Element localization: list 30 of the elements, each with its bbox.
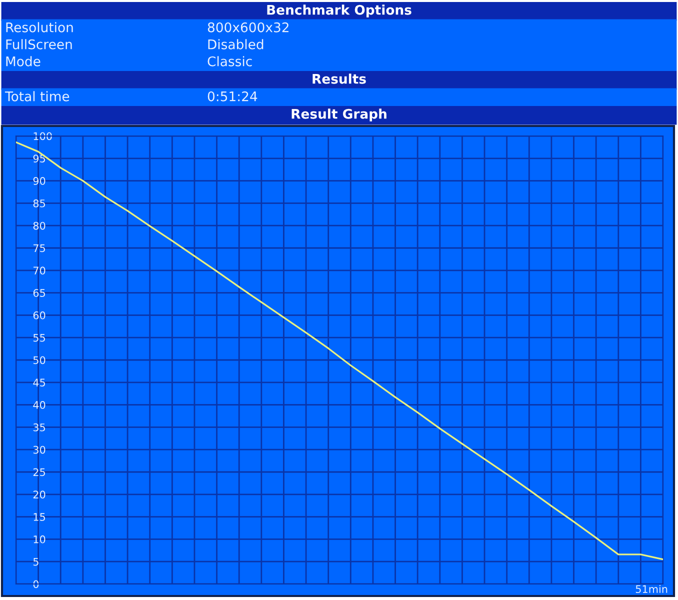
y-tick-label: 30 [33, 446, 46, 454]
y-tick-label: 25 [33, 468, 46, 476]
y-tick-label: 5 [33, 558, 38, 566]
y-tick-label: 35 [33, 423, 46, 432]
y-tick-label: 65 [33, 289, 46, 297]
text: Classic [208, 56, 252, 66]
y-tick-label: 15 [34, 513, 46, 521]
text: Benchmark Options [267, 4, 412, 18]
text: Resolution [6, 22, 73, 32]
y-tick-label: 60 [33, 311, 46, 320]
y-tick-label: 90 [33, 177, 46, 185]
text: Results [312, 74, 366, 84]
text: FullScreen [6, 39, 72, 50]
y-tick-label: 55 [33, 334, 46, 342]
y-tick-label: 45 [33, 378, 46, 387]
text: Total time [4, 91, 70, 102]
y-tick-label: 40 [33, 401, 46, 409]
y-tick-label: 80 [33, 222, 46, 230]
text: Mode [6, 56, 40, 66]
y-tick-label: 75 [34, 244, 46, 252]
y-tick-label: 10 [34, 535, 46, 544]
text: 800x600x32 [208, 22, 288, 32]
text: 0:51:24 [208, 91, 258, 102]
y-tick-label: 50 [33, 356, 46, 364]
y-tick-label: 85 [33, 199, 46, 208]
y-tick-label: 20 [33, 490, 46, 499]
text: 51min [636, 584, 668, 594]
y-tick-label: 70 [34, 266, 46, 275]
text: Disabled [208, 39, 264, 50]
chart-title: Result Graph [292, 108, 386, 122]
